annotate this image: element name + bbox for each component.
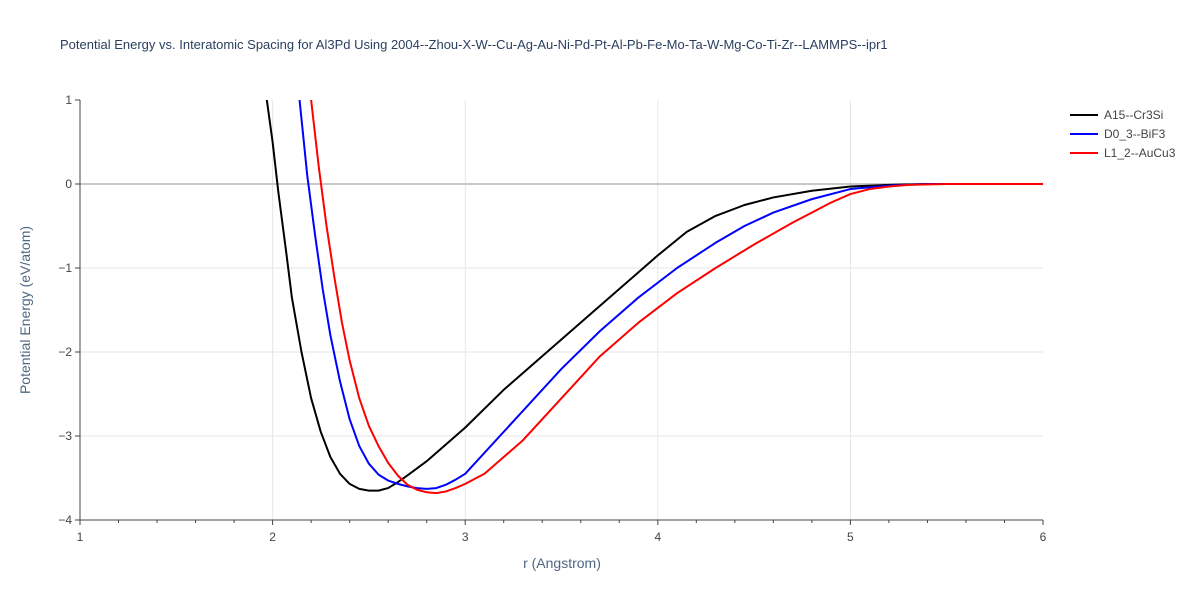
y-axis-title: Potential Energy (eV/atom)	[17, 226, 33, 394]
x-tick-label: 3	[462, 530, 469, 544]
x-tick-label: 6	[1040, 530, 1047, 544]
chart-title: Potential Energy vs. Interatomic Spacing…	[60, 37, 888, 52]
y-tick-label: −4	[58, 513, 72, 527]
y-tick-label: 1	[65, 93, 72, 107]
x-axis-title: r (Angstrom)	[523, 555, 601, 571]
legend-item-0[interactable]: A15--Cr3Si	[1070, 108, 1163, 122]
series-line-0	[265, 100, 1043, 492]
legend-label: L1_2--AuCu3	[1104, 146, 1176, 160]
legend-item-2[interactable]: L1_2--AuCu3	[1070, 146, 1176, 160]
series-lines	[265, 100, 1043, 495]
x-tick-label: 1	[77, 530, 84, 544]
x-tick-label: 5	[847, 530, 854, 544]
y-tick-label: −3	[58, 429, 72, 443]
series-line-2	[310, 100, 1043, 495]
grid-lines	[80, 100, 1043, 520]
x-tick-label: 2	[269, 530, 276, 544]
y-tick-label: 0	[65, 177, 72, 191]
axes	[75, 99, 1044, 525]
x-tick-label: 4	[654, 530, 661, 544]
legend-label: A15--Cr3Si	[1104, 108, 1163, 122]
tick-labels: 1 2 3 4 5 6 1 0 −1 −2 −3 −4	[58, 93, 1046, 544]
legend-label: D0_3--BiF3	[1104, 127, 1166, 141]
legend[interactable]: A15--Cr3Si D0_3--BiF3 L1_2--AuCu3	[1070, 108, 1176, 160]
series-line-1	[298, 100, 1043, 490]
y-tick-label: −1	[58, 261, 72, 275]
legend-item-1[interactable]: D0_3--BiF3	[1070, 127, 1166, 141]
y-tick-label: −2	[58, 345, 72, 359]
